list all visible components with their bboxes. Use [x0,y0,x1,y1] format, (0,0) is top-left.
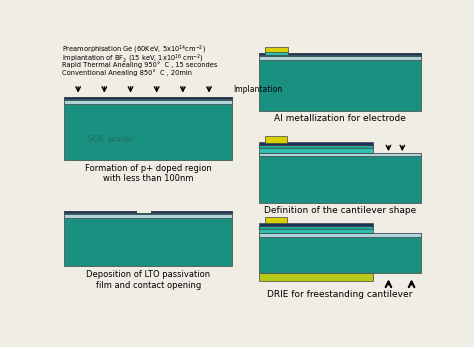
Bar [64,211,232,214]
Bar [64,97,232,160]
Bar [259,53,421,56]
Bar [265,136,287,143]
Bar [64,211,232,266]
Bar [259,234,421,273]
Text: DRlE for freestanding cantilever: DRlE for freestanding cantilever [267,290,413,299]
Text: Al metallization for electrode: Al metallization for electrode [274,114,406,123]
Bar [137,211,151,213]
Bar [259,142,373,145]
Bar [64,214,232,218]
Text: Preamorphisation Ge (60KeV, 5x10$^{14}$cm$^{-2}$): Preamorphisation Ge (60KeV, 5x10$^{14}$c… [62,44,206,56]
Bar [64,97,232,99]
Text: Conventional Anealing 850°  C , 20min: Conventional Anealing 850° C , 20min [62,69,192,76]
Bar [259,56,421,60]
Text: Definition of the cantilever shape: Definition of the cantilever shape [264,206,416,215]
Bar [265,52,288,55]
Bar [259,145,373,153]
Bar [259,53,421,111]
Text: SOI  wafer: SOI wafer [87,135,134,144]
Bar [259,153,421,156]
Bar [259,226,373,229]
Bar [259,222,373,226]
Text: Implantation of BF$_2$ (15 keV, 1x10$^{16}$ cm$^{-2}$): Implantation of BF$_2$ (15 keV, 1x10$^{1… [62,52,204,65]
Bar [259,145,373,148]
Bar [64,211,232,213]
Bar [259,234,421,237]
Bar [259,53,421,55]
Text: Deposition of LTO passivation
film and contact opening: Deposition of LTO passivation film and c… [86,270,210,290]
Bar [259,153,421,203]
Bar [265,217,287,223]
Bar [259,226,373,234]
Bar [64,100,232,104]
Text: Implantation: Implantation [234,85,283,94]
Bar [64,97,232,100]
Text: Rapid Thermal Anealing 950°  C , 15 secondes: Rapid Thermal Anealing 950° C , 15 secon… [62,61,218,68]
Text: Formation of p+ doped region
with less than 100nm: Formation of p+ doped region with less t… [85,164,211,184]
Bar [259,273,373,281]
Bar [265,47,288,54]
